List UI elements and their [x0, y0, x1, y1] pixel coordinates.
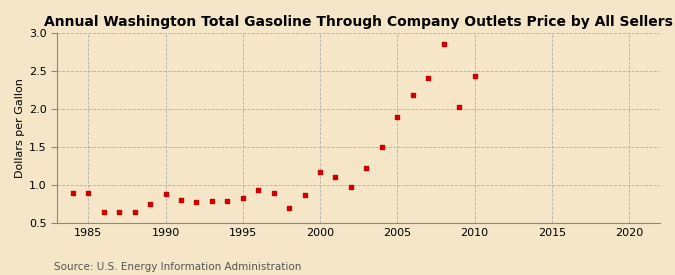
Point: [299, 193, 310, 197]
Point: [315, 170, 325, 174]
Point: [99, 210, 109, 215]
Point: [268, 191, 279, 195]
Title: Annual Washington Total Gasoline Through Company Outlets Price by All Sellers: Annual Washington Total Gasoline Through…: [45, 15, 673, 29]
Text: Source: U.S. Energy Information Administration: Source: U.S. Energy Information Administ…: [54, 262, 301, 272]
Point: [253, 188, 264, 192]
Point: [346, 185, 356, 189]
Point: [438, 42, 449, 46]
Point: [191, 200, 202, 204]
Point: [454, 104, 464, 109]
Point: [144, 202, 155, 206]
Point: [222, 199, 233, 203]
Point: [114, 210, 125, 214]
Point: [377, 145, 387, 149]
Point: [407, 92, 418, 97]
Point: [361, 166, 372, 170]
Point: [469, 73, 480, 78]
Point: [207, 199, 217, 203]
Point: [129, 210, 140, 214]
Point: [176, 198, 186, 202]
Point: [160, 192, 171, 196]
Point: [392, 114, 403, 119]
Point: [423, 76, 433, 80]
Point: [330, 175, 341, 180]
Point: [284, 206, 294, 210]
Y-axis label: Dollars per Gallon: Dollars per Gallon: [15, 78, 25, 178]
Point: [68, 191, 78, 196]
Point: [83, 191, 94, 195]
Point: [238, 196, 248, 200]
